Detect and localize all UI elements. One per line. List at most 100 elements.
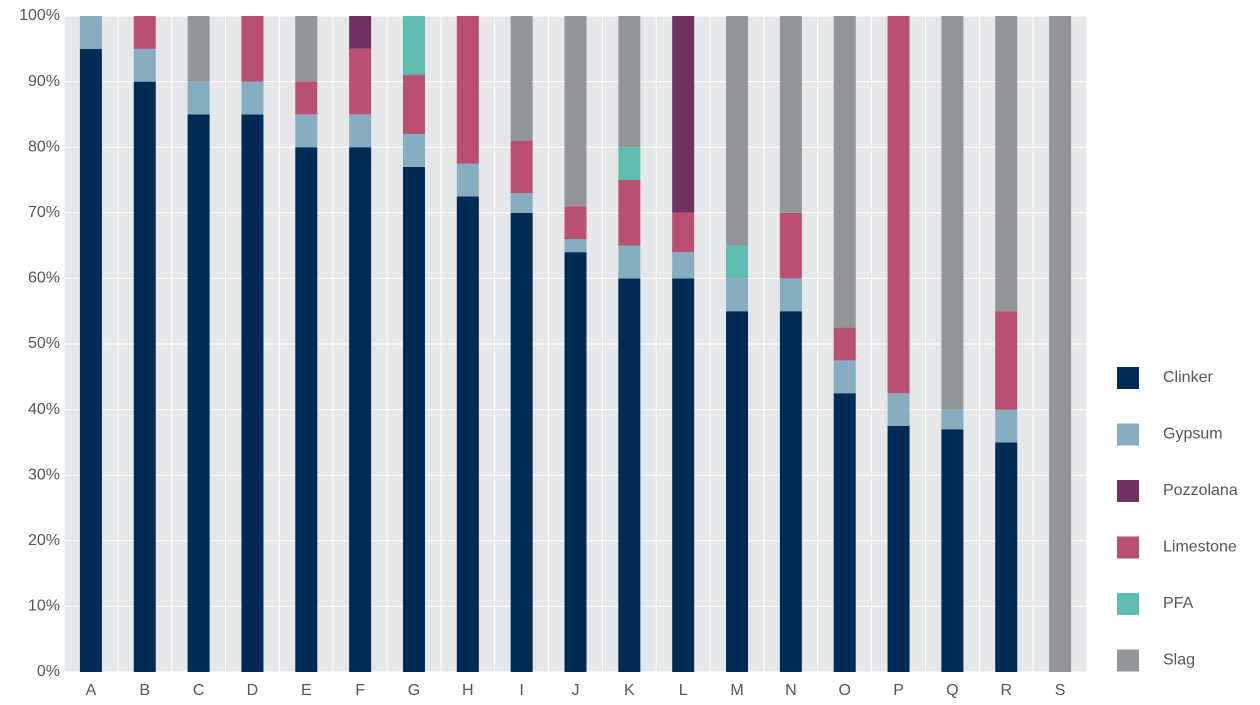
bar-segment	[349, 48, 372, 115]
x-tick-label: B	[139, 682, 150, 699]
legend-label: Pozzolana	[1163, 482, 1238, 499]
bar-segment	[941, 16, 964, 410]
bar-segment	[995, 16, 1018, 312]
bar-segment	[295, 16, 318, 82]
bar-segment	[779, 311, 802, 672]
legend-label: PFA	[1163, 595, 1194, 612]
bar-segment	[887, 16, 910, 394]
x-tick-label: I	[519, 682, 523, 699]
bar-segment	[456, 196, 479, 672]
x-tick-label: Q	[946, 682, 958, 699]
y-tick-label: 40%	[28, 401, 60, 418]
x-tick-label: O	[838, 682, 850, 699]
bar-segment	[456, 163, 479, 197]
bar-segment	[241, 114, 264, 672]
x-tick-label: C	[193, 682, 205, 699]
x-tick-label: G	[408, 682, 420, 699]
bar-segment	[995, 409, 1018, 443]
bar-segment	[887, 393, 910, 426]
x-tick-label: P	[893, 682, 904, 699]
bar-segment	[241, 16, 264, 82]
bar-segment	[295, 147, 318, 672]
x-tick-label: K	[624, 682, 635, 699]
bar-segment	[672, 252, 695, 279]
bar-segment	[941, 409, 964, 430]
bar-segment	[726, 278, 749, 312]
bar-segment	[618, 16, 641, 148]
bar-segment	[564, 239, 587, 253]
bar-segment	[618, 278, 641, 672]
x-tick-label: A	[86, 682, 97, 699]
bar-segment	[510, 140, 533, 194]
bar-segment	[564, 16, 587, 207]
bar-segment	[995, 311, 1018, 410]
bar-segment	[295, 81, 318, 115]
bar-segment	[779, 16, 802, 213]
y-tick-label: 30%	[28, 466, 60, 483]
legend-label: Slag	[1163, 652, 1195, 669]
legend-label: Gypsum	[1163, 426, 1223, 443]
bar-segment	[887, 426, 910, 672]
bar-segment	[456, 16, 479, 164]
bar-segment	[402, 75, 425, 135]
y-tick-label: 100%	[19, 7, 60, 24]
legend-swatch	[1117, 423, 1139, 446]
bar-segment	[187, 81, 210, 115]
bar-segment	[779, 212, 802, 279]
legend-label: Clinker	[1163, 369, 1213, 386]
bar-segment	[349, 16, 372, 49]
x-tick-label: E	[301, 682, 312, 699]
bar-segment	[79, 16, 102, 49]
x-tick-label: L	[679, 682, 688, 699]
bar-segment	[133, 81, 156, 673]
bar-segment	[349, 114, 372, 148]
y-tick-label: 20%	[28, 532, 60, 549]
bar-segment	[187, 114, 210, 672]
bar-segment	[295, 114, 318, 148]
y-tick-label: 50%	[28, 335, 60, 352]
bar-segment	[510, 16, 533, 141]
bar-segment	[672, 212, 695, 253]
legend-label: Limestone	[1163, 539, 1237, 556]
bar-segment	[833, 393, 856, 672]
bar-segment	[133, 16, 156, 49]
y-tick-label: 70%	[28, 204, 60, 221]
x-tick-label: R	[1000, 682, 1012, 699]
bar-segment	[618, 147, 641, 180]
legend-swatch	[1117, 367, 1139, 389]
bar-segment	[779, 278, 802, 312]
x-tick-label: J	[572, 682, 580, 699]
bar-segment	[402, 134, 425, 167]
bar-segment	[833, 16, 856, 328]
bar-segment	[510, 193, 533, 213]
bar-segment	[79, 48, 102, 673]
bar-segment	[672, 278, 695, 672]
y-tick-label: 0%	[37, 663, 60, 680]
bar-segment	[402, 166, 425, 672]
x-tick-label: S	[1055, 682, 1066, 699]
bar-segment	[510, 212, 533, 673]
legend-swatch	[1117, 593, 1139, 615]
y-tick-label: 90%	[28, 73, 60, 90]
y-tick-label: 80%	[28, 138, 60, 155]
x-tick-label: M	[730, 682, 743, 699]
bar-segment	[672, 16, 695, 213]
y-tick-label: 10%	[28, 598, 60, 615]
x-tick-label: F	[355, 682, 365, 699]
bar-segment	[133, 48, 156, 82]
bar-segment	[564, 206, 587, 240]
y-tick-label: 60%	[28, 270, 60, 287]
x-tick-label: D	[247, 682, 259, 699]
bar-segment	[726, 245, 749, 279]
bar-segment	[833, 360, 856, 394]
legend-swatch	[1117, 480, 1139, 502]
bar-segment	[564, 252, 587, 672]
bar-segment	[726, 311, 749, 672]
legend-swatch	[1117, 536, 1139, 559]
bar-segment	[618, 245, 641, 279]
legend-swatch	[1117, 649, 1139, 672]
bar-segment	[618, 180, 641, 246]
bar-segment	[1049, 16, 1072, 672]
bar-segment	[349, 147, 372, 672]
